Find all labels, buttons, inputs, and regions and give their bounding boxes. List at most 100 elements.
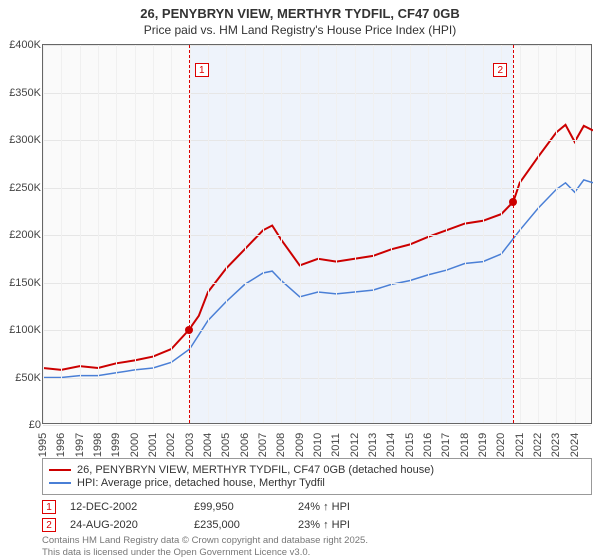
y-axis-label: £100K xyxy=(1,324,41,336)
event-line xyxy=(513,45,514,423)
gridline xyxy=(446,45,447,423)
y-axis-label: £150K xyxy=(1,277,41,289)
event-price: £99,950 xyxy=(194,501,284,513)
chart-container: 26, PENYBRYN VIEW, MERTHYR TYDFIL, CF47 … xyxy=(0,0,600,560)
footer: Contains HM Land Registry data © Crown c… xyxy=(42,535,368,558)
gridline xyxy=(336,45,337,423)
legend-item: 26, PENYBRYN VIEW, MERTHYR TYDFIL, CF47 … xyxy=(49,464,585,476)
gridline xyxy=(43,45,44,423)
gridline xyxy=(318,45,319,423)
x-axis-label: 2014 xyxy=(385,433,397,457)
legend: 26, PENYBRYN VIEW, MERTHYR TYDFIL, CF47 … xyxy=(42,458,592,495)
x-axis-label: 1996 xyxy=(55,433,67,457)
gridline xyxy=(135,45,136,423)
chart-title: 26, PENYBRYN VIEW, MERTHYR TYDFIL, CF47 … xyxy=(0,6,600,21)
legend-item: HPI: Average price, detached house, Mert… xyxy=(49,477,585,489)
legend-label: 26, PENYBRYN VIEW, MERTHYR TYDFIL, CF47 … xyxy=(77,464,434,476)
x-axis-label: 2004 xyxy=(202,433,214,457)
x-axis-label: 2020 xyxy=(495,433,507,457)
event-row: 1 12-DEC-2002 £99,950 24% ↑ HPI xyxy=(42,498,592,516)
gridline xyxy=(80,45,81,423)
gridline xyxy=(428,45,429,423)
y-axis-label: £200K xyxy=(1,229,41,241)
gridline xyxy=(190,45,191,423)
event-marker-icon: 1 xyxy=(195,63,209,77)
gridline xyxy=(410,45,411,423)
event-dot-icon xyxy=(185,326,193,334)
x-axis-label: 2002 xyxy=(165,433,177,457)
y-axis-label: £0 xyxy=(1,419,41,431)
x-axis-label: 2007 xyxy=(257,433,269,457)
event-date: 24-AUG-2020 xyxy=(70,519,180,531)
gridline xyxy=(98,45,99,423)
x-axis-label: 2021 xyxy=(514,433,526,457)
gridline xyxy=(43,425,591,426)
x-axis-label: 1998 xyxy=(92,433,104,457)
x-axis-label: 2015 xyxy=(404,433,416,457)
gridline xyxy=(373,45,374,423)
event-badge-icon: 1 xyxy=(42,500,56,514)
event-row: 2 24-AUG-2020 £235,000 23% ↑ HPI xyxy=(42,516,592,534)
event-price: £235,000 xyxy=(194,519,284,531)
gridline xyxy=(171,45,172,423)
legend-swatch xyxy=(49,469,71,471)
x-axis-label: 2022 xyxy=(532,433,544,457)
y-axis-label: £300K xyxy=(1,134,41,146)
gridline xyxy=(43,378,591,379)
gridline xyxy=(483,45,484,423)
x-axis-label: 1995 xyxy=(37,433,49,457)
x-axis-label: 2019 xyxy=(477,433,489,457)
legend-label: HPI: Average price, detached house, Mert… xyxy=(77,477,325,489)
gridline xyxy=(43,235,591,236)
x-axis-label: 2012 xyxy=(349,433,361,457)
events-table: 1 12-DEC-2002 £99,950 24% ↑ HPI 2 24-AUG… xyxy=(42,498,592,534)
event-date: 12-DEC-2002 xyxy=(70,501,180,513)
y-axis-label: £350K xyxy=(1,87,41,99)
gridline xyxy=(226,45,227,423)
y-axis-label: £250K xyxy=(1,182,41,194)
gridline xyxy=(61,45,62,423)
gridline xyxy=(391,45,392,423)
event-dot-icon xyxy=(509,198,517,206)
x-axis-label: 2009 xyxy=(294,433,306,457)
event-line xyxy=(189,45,190,423)
gridline xyxy=(116,45,117,423)
chart-subtitle: Price paid vs. HM Land Registry's House … xyxy=(0,23,600,37)
x-axis-label: 1997 xyxy=(74,433,86,457)
x-axis-label: 2010 xyxy=(312,433,324,457)
gridline xyxy=(520,45,521,423)
gridline xyxy=(245,45,246,423)
x-axis-label: 2018 xyxy=(459,433,471,457)
gridline xyxy=(43,330,591,331)
gridline xyxy=(556,45,557,423)
footer-line: Contains HM Land Registry data © Crown c… xyxy=(42,535,368,546)
y-axis-label: £50K xyxy=(1,372,41,384)
gridline xyxy=(43,188,591,189)
y-axis-label: £400K xyxy=(1,39,41,51)
x-axis-label: 2011 xyxy=(330,433,342,457)
x-axis-label: 2006 xyxy=(239,433,251,457)
gridline xyxy=(575,45,576,423)
x-axis-label: 2013 xyxy=(367,433,379,457)
gridline xyxy=(43,45,591,46)
x-axis-label: 2003 xyxy=(184,433,196,457)
gridline xyxy=(501,45,502,423)
gridline xyxy=(43,283,591,284)
plot-area: £0£50K£100K£150K£200K£250K£300K£350K£400… xyxy=(42,44,592,424)
x-axis-label: 2016 xyxy=(422,433,434,457)
x-axis-label: 2000 xyxy=(129,433,141,457)
x-axis-label: 2001 xyxy=(147,433,159,457)
footer-line: This data is licensed under the Open Gov… xyxy=(42,547,368,558)
gridline xyxy=(263,45,264,423)
gridline xyxy=(153,45,154,423)
event-badge-icon: 2 xyxy=(42,518,56,532)
gridline xyxy=(208,45,209,423)
x-axis-label: 2023 xyxy=(550,433,562,457)
legend-swatch xyxy=(49,482,71,484)
x-axis-label: 2008 xyxy=(275,433,287,457)
gridline xyxy=(300,45,301,423)
x-axis-label: 2017 xyxy=(440,433,452,457)
gridline xyxy=(538,45,539,423)
event-delta: 23% ↑ HPI xyxy=(298,519,350,531)
gridline xyxy=(465,45,466,423)
